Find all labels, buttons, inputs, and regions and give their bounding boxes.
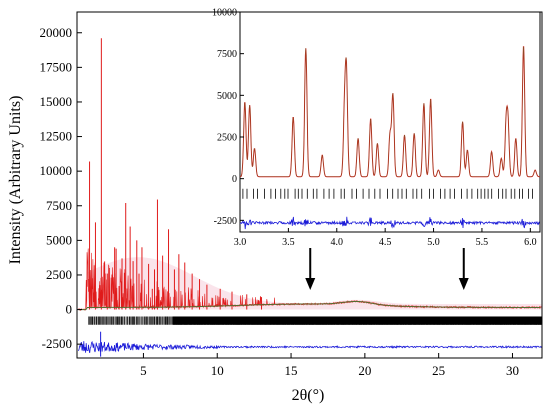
inset-x-tick-label: 5.0 xyxy=(427,237,440,248)
inset-y-tick-label: 0 xyxy=(232,174,237,185)
main-plot: -2500 0 2500 5000 7500 10000 12500 15000 17500 20… xyxy=(40,11,543,378)
inset-y-tick-label: -2500 xyxy=(214,216,237,227)
y-tick-label: -2500 xyxy=(42,336,72,351)
calculated-pattern xyxy=(78,300,541,311)
y-tick-label: 5000 xyxy=(46,232,72,247)
inset-plot: -2500 0 2500 5000 7500 10000 3.0 3.5 4.0 4.5 5.0 5.… xyxy=(212,8,541,248)
inset-y-tick-label: 7500 xyxy=(217,49,237,60)
x-tick-label: 30 xyxy=(506,363,519,378)
difference-curve xyxy=(78,340,543,353)
inset-y-tick-label: 10000 xyxy=(212,8,237,19)
y-tick-label: 10000 xyxy=(40,163,73,178)
inset-difference-curve xyxy=(239,216,540,230)
x-tick-label: 15 xyxy=(285,363,298,378)
inset-x-tick-label: 6.0 xyxy=(524,237,537,248)
x-tick-label: 20 xyxy=(358,363,371,378)
x-tick-label: 10 xyxy=(211,363,224,378)
inset-bragg-ticks xyxy=(242,188,533,199)
inset-calculated-pattern xyxy=(239,46,540,177)
annotation-arrow-head xyxy=(305,278,316,290)
background-envelope xyxy=(87,257,543,310)
inset-x-tick-label: 3.5 xyxy=(282,237,295,248)
y-tick-label: 12500 xyxy=(40,129,73,144)
inset-x-tick-label: 3.0 xyxy=(234,237,247,248)
inset-frame xyxy=(239,11,541,233)
inset-x-tick-label: 4.0 xyxy=(331,237,344,248)
x-tick-label: 5 xyxy=(140,363,147,378)
x-axis-label: 2θ(°) xyxy=(292,387,325,404)
y-tick-label: 17500 xyxy=(40,59,73,74)
inset-y-tick-label: 5000 xyxy=(217,91,237,102)
y-tick-label: 15000 xyxy=(40,94,73,109)
y-tick-label: 20000 xyxy=(40,25,73,40)
y-tick-label: 2500 xyxy=(46,267,72,282)
x-tick-label: 25 xyxy=(432,363,445,378)
annotation-arrow-head xyxy=(458,278,469,290)
y-tick-label: 7500 xyxy=(46,198,72,213)
y-axis-label: Intensity (Arbitrary Units) xyxy=(7,96,24,265)
bragg-ticks-dense xyxy=(172,316,542,325)
inset-y-tick-label: 2500 xyxy=(217,133,237,144)
inset-x-tick-label: 4.5 xyxy=(379,237,392,248)
inset-x-tick-label: 5.5 xyxy=(476,237,489,248)
y-tick-label: 0 xyxy=(66,302,73,317)
